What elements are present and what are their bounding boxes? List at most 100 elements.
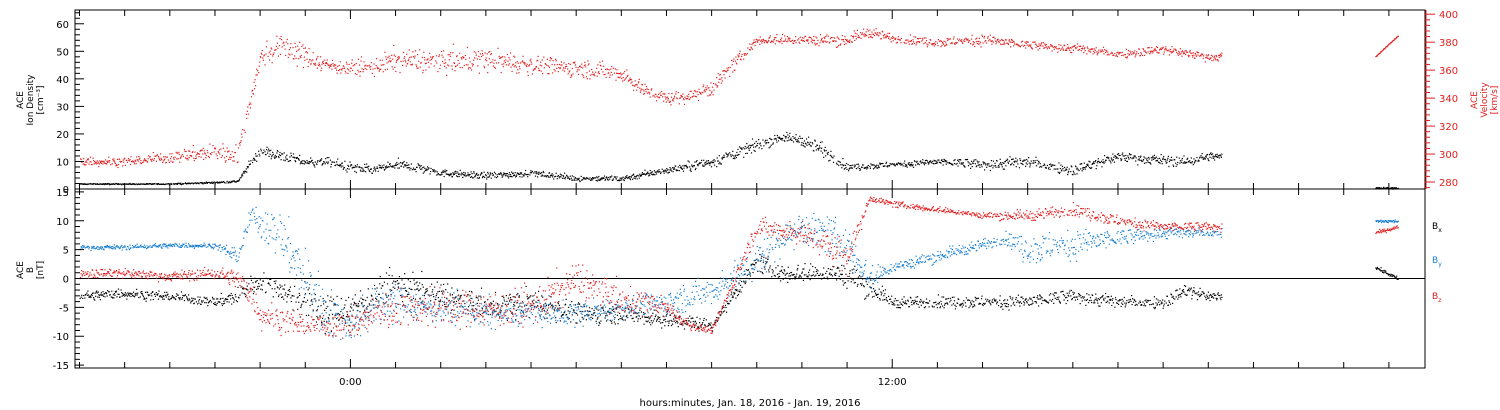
data-point: [601, 307, 604, 309]
data-point: [888, 36, 890, 38]
data-point: [683, 321, 685, 323]
data-point: [248, 104, 250, 106]
data-point: [639, 175, 641, 177]
data-point: [373, 284, 376, 286]
data-point: [1024, 41, 1026, 43]
data-point: [795, 42, 797, 44]
data-point: [411, 288, 413, 291]
data-point: [1138, 158, 1140, 160]
data-point: [667, 325, 669, 327]
data-point: [1128, 153, 1131, 155]
data-point: [820, 150, 822, 152]
data-point: [903, 162, 905, 164]
data-point: [1207, 159, 1209, 161]
data-point: [166, 291, 168, 293]
data-point: [893, 37, 895, 39]
data-point: [718, 78, 720, 80]
data-point: [957, 159, 959, 161]
data-point: [1028, 162, 1030, 164]
data-point: [973, 43, 975, 45]
data-point: [1199, 156, 1201, 158]
data-point: [220, 297, 222, 300]
data-point: [1181, 55, 1183, 57]
data-point: [899, 162, 902, 164]
data-point: [707, 95, 709, 97]
data-point: [624, 177, 626, 180]
data-point: [503, 63, 505, 65]
data-point: [298, 292, 300, 295]
data-point: [825, 41, 827, 43]
data-point: [383, 164, 385, 166]
data-point: [401, 279, 403, 281]
data-point: [435, 294, 437, 297]
data-point: [363, 305, 365, 307]
data-point: [377, 170, 379, 172]
data-point: [597, 317, 599, 319]
data-point: [991, 40, 993, 42]
data-point: [519, 305, 521, 307]
data-point: [567, 177, 569, 179]
data-point: [900, 42, 902, 44]
data-point: [976, 37, 978, 39]
data-point: [118, 293, 120, 295]
data-point: [346, 168, 349, 170]
data-point: [1003, 41, 1005, 43]
data-point: [407, 167, 409, 169]
data-point: [423, 306, 425, 308]
data-point: [385, 165, 388, 167]
data-point: [410, 64, 412, 66]
data-point: [443, 62, 445, 64]
data-point: [531, 63, 533, 65]
data-point: [702, 92, 704, 94]
data-point: [857, 163, 859, 165]
data-point: [637, 82, 639, 84]
data-point: [1073, 45, 1075, 47]
data-point: [606, 177, 608, 179]
data-point: [135, 183, 137, 185]
data-point: [1086, 164, 1088, 166]
data-point: [623, 72, 625, 74]
data-point: [581, 179, 583, 181]
data-point: [313, 164, 315, 166]
data-point: [309, 161, 311, 163]
data-point: [630, 315, 632, 317]
data-point: [90, 161, 92, 163]
data-point: [593, 74, 595, 76]
data-point: [629, 79, 632, 81]
data-point: [359, 166, 361, 169]
data-point: [501, 174, 503, 176]
data-point: [193, 157, 195, 159]
data-point: [327, 295, 329, 297]
data-point: [592, 314, 594, 316]
data-point: [928, 162, 930, 164]
data-point: [407, 164, 409, 166]
data-point: [753, 39, 755, 41]
data-point: [894, 164, 896, 166]
data-point: [297, 296, 299, 298]
data-point: [84, 161, 86, 163]
data-point: [462, 56, 464, 58]
data-point: [849, 165, 851, 167]
data-point: [475, 173, 477, 175]
data-point: [704, 325, 706, 327]
data-point: [1067, 174, 1069, 176]
data-point: [1191, 162, 1193, 164]
data-point: [1026, 44, 1028, 46]
data-point: [464, 174, 466, 176]
data-point: [580, 66, 582, 68]
data-point: [206, 150, 208, 152]
data-point: [207, 305, 209, 307]
data-point: [1111, 52, 1113, 54]
data-point: [1104, 155, 1106, 157]
data-point: [295, 157, 297, 159]
data-point: [917, 38, 919, 40]
data-point: [117, 183, 120, 185]
data-point: [532, 295, 534, 297]
data-point: [687, 98, 689, 100]
data-point: [670, 324, 673, 327]
data-point: [397, 157, 399, 159]
data-point: [622, 76, 624, 79]
data-point: [1042, 42, 1044, 44]
data-point: [476, 172, 478, 174]
data-point: [631, 174, 633, 176]
